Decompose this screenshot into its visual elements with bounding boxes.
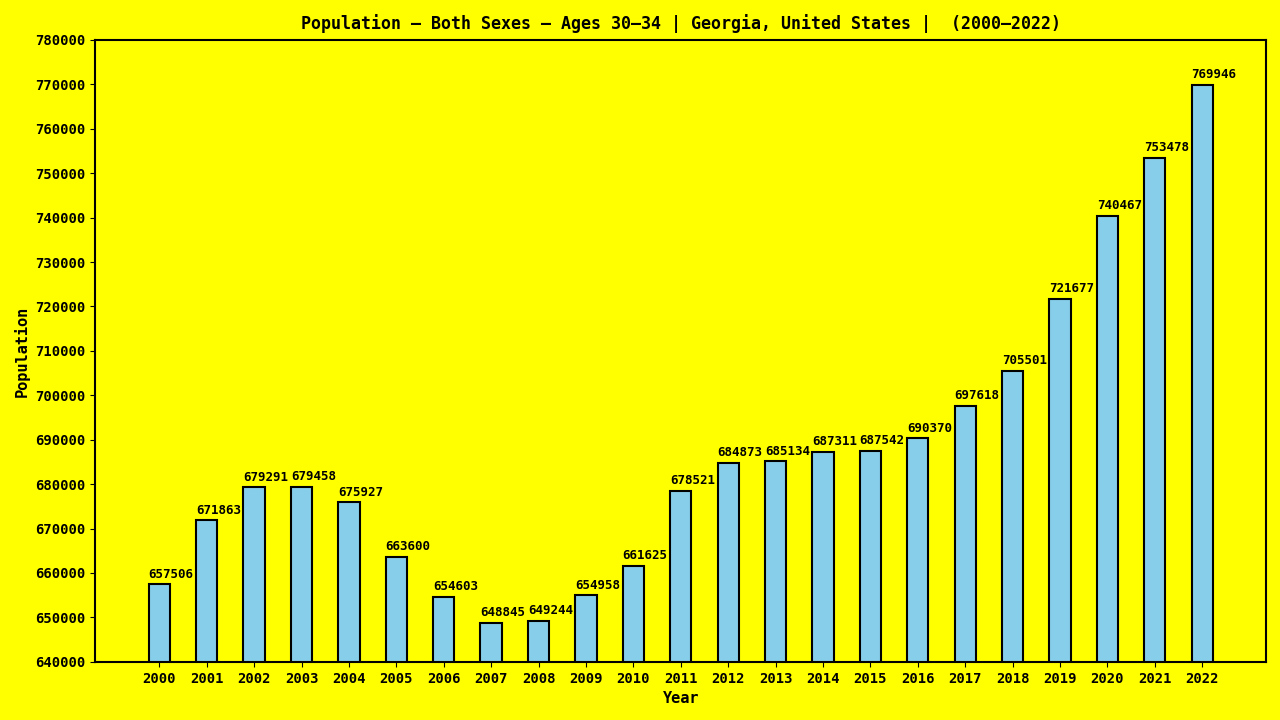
Text: 649244: 649244 — [527, 604, 573, 617]
Bar — [908, 438, 928, 720]
Text: 675927: 675927 — [338, 486, 383, 499]
Bar — [671, 491, 691, 720]
Text: 684873: 684873 — [718, 446, 763, 459]
Text: 685134: 685134 — [765, 445, 810, 458]
Bar — [718, 462, 739, 720]
Title: Population – Both Sexes – Ages 30–34 | Georgia, United States |  (2000–2022): Population – Both Sexes – Ages 30–34 | G… — [301, 14, 1061, 33]
Bar — [527, 621, 549, 720]
Bar — [196, 521, 218, 720]
Bar — [575, 595, 596, 720]
Bar — [955, 406, 975, 720]
Text: 721677: 721677 — [1050, 282, 1094, 295]
Text: 697618: 697618 — [955, 390, 1000, 402]
Text: 687542: 687542 — [860, 434, 905, 447]
Text: 678521: 678521 — [671, 474, 716, 487]
X-axis label: Year: Year — [663, 691, 699, 706]
Text: 740467: 740467 — [1097, 199, 1142, 212]
Text: 671863: 671863 — [196, 504, 241, 517]
Bar — [813, 451, 833, 720]
Text: 769946: 769946 — [1192, 68, 1236, 81]
Bar — [433, 597, 454, 720]
Text: 654603: 654603 — [433, 580, 477, 593]
Text: 654958: 654958 — [575, 579, 621, 592]
Bar — [1192, 85, 1213, 720]
Bar — [338, 503, 360, 720]
Text: 753478: 753478 — [1144, 141, 1189, 154]
Bar — [385, 557, 407, 720]
Bar — [1050, 299, 1070, 720]
Bar — [291, 487, 312, 720]
Text: 663600: 663600 — [385, 541, 430, 554]
Text: 661625: 661625 — [622, 549, 668, 562]
Bar — [622, 566, 644, 720]
Text: 690370: 690370 — [908, 421, 952, 435]
Text: 705501: 705501 — [1002, 354, 1047, 367]
Text: 657506: 657506 — [148, 567, 193, 580]
Bar — [1097, 215, 1119, 720]
Bar — [1144, 158, 1166, 720]
Bar — [1002, 371, 1023, 720]
Bar — [480, 623, 502, 720]
Text: 687311: 687311 — [813, 435, 858, 448]
Text: 679458: 679458 — [291, 470, 335, 483]
Text: 648845: 648845 — [480, 606, 526, 619]
Bar — [765, 462, 786, 720]
Text: 679291: 679291 — [243, 471, 288, 484]
Bar — [243, 487, 265, 720]
Y-axis label: Population: Population — [14, 305, 29, 397]
Bar — [860, 451, 881, 720]
Bar — [148, 584, 170, 720]
